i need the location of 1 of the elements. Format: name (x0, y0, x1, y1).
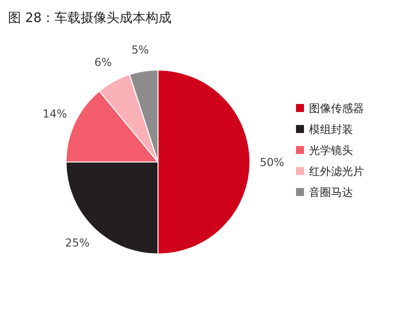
title: 图 28：车载摄像头成本构成 (8, 11, 172, 26)
